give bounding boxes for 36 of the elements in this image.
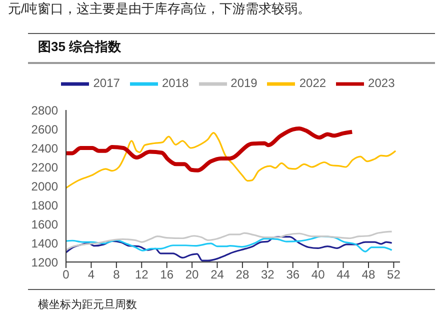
y-tick-label: 1200	[31, 255, 58, 270]
legend-label: 2019	[230, 76, 258, 90]
x-tick-label: 24	[210, 268, 224, 282]
x-tick-label: 0	[62, 268, 70, 282]
x-tick-label: 44	[336, 268, 350, 282]
x-tick-label: 28	[236, 268, 250, 282]
y-tick-label: 2600	[31, 122, 58, 136]
line-series	[66, 132, 396, 189]
line-series	[66, 236, 393, 262]
x-tick-label: 36	[286, 268, 300, 282]
y-tick-label: 2200	[31, 160, 58, 174]
legend-label: 2017	[93, 76, 120, 90]
chart-title: 图35 综合指数	[38, 38, 122, 56]
y-tick-label: 1600	[31, 217, 58, 232]
line-series	[66, 126, 354, 172]
x-tick-label: 4	[88, 268, 95, 282]
line-series	[66, 236, 393, 252]
x-tick-label: 40	[311, 268, 326, 282]
x-tick-label: 16	[160, 268, 174, 282]
y-tick-label: 2400	[31, 141, 58, 156]
legend-label: 2018	[162, 76, 189, 90]
x-tick-label: 32	[260, 268, 275, 282]
line-series	[66, 230, 393, 251]
text: 元/吨窗口，这主要是由于库存高位，下游需求较弱。	[8, 0, 311, 18]
x-tick-label: 12	[134, 268, 149, 282]
x-tick-label: 48	[362, 268, 376, 282]
legend-label: 2022	[299, 76, 326, 90]
x-tick-label: 8	[113, 268, 120, 282]
y-tick-label: 2800	[31, 103, 58, 118]
x-tick-label: 52	[387, 268, 401, 282]
y-tick-label: 2000	[31, 179, 58, 194]
text: 横坐标为距元旦周数	[38, 298, 137, 312]
x-tick-label: 20	[185, 268, 200, 282]
legend-label: 2023	[368, 76, 395, 90]
y-tick-label: 1400	[31, 236, 58, 250]
y-tick-label: 1800	[31, 198, 58, 212]
